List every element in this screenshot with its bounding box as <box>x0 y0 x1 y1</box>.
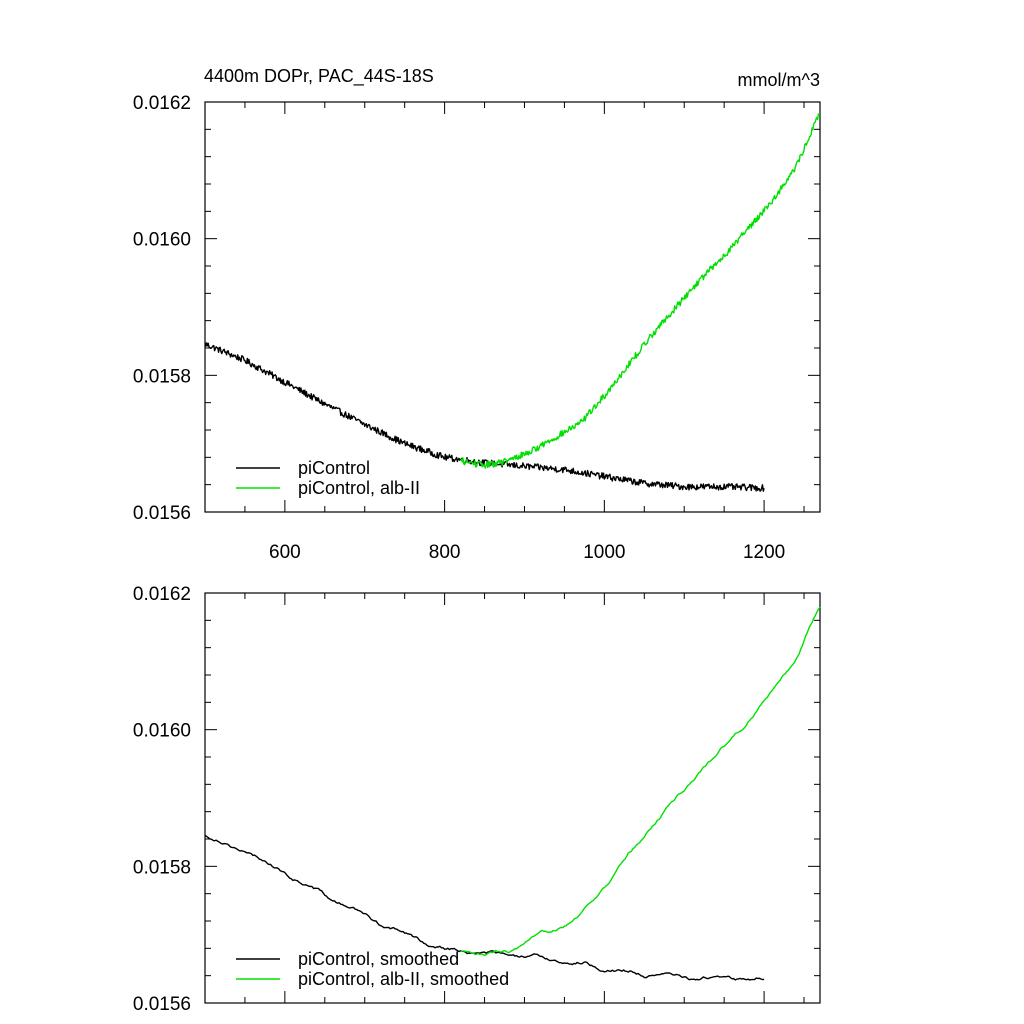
y-tick-label: 0.0160 <box>133 721 191 742</box>
series-line-0 <box>204 834 765 981</box>
x-tick-label: 600 <box>269 542 301 563</box>
y-tick-label: 0.0156 <box>133 503 191 524</box>
top-panel: 0.0156 0.0158 0.0160 0.0162 600 800 1000 1200 pi… <box>133 93 821 563</box>
bottom-panel: 0.0156 0.0158 0.0160 0.0162 piControl, smoot… <box>133 584 821 1015</box>
legend-label: piControl, alb-II, smoothed <box>298 969 509 989</box>
x-tick-label: 1200 <box>743 542 785 563</box>
x-tick-label: 800 <box>429 542 461 563</box>
x-tick-label: 1000 <box>583 542 625 563</box>
series-line-1 <box>460 113 821 469</box>
y-tick-label: 0.0156 <box>133 994 191 1015</box>
y-tick-label: 0.0158 <box>133 366 191 387</box>
legend-label: piControl <box>298 458 370 478</box>
legend-label: piControl, smoothed <box>298 949 459 969</box>
y-tick-label: 0.0158 <box>133 857 191 878</box>
units-label: mmol/m^3 <box>738 70 820 90</box>
plot-frame <box>204 592 821 1004</box>
y-tick-label: 0.0162 <box>133 584 191 605</box>
y-tick-label: 0.0162 <box>133 93 191 114</box>
plot-frame <box>204 101 821 513</box>
series-line-0 <box>204 342 765 492</box>
legend-label: piControl, alb-II <box>298 478 420 498</box>
y-tick-label: 0.0160 <box>133 230 191 251</box>
chart-title: 4400m DOPr, PAC_44S-18S <box>204 66 434 87</box>
series-line-1 <box>460 606 821 957</box>
